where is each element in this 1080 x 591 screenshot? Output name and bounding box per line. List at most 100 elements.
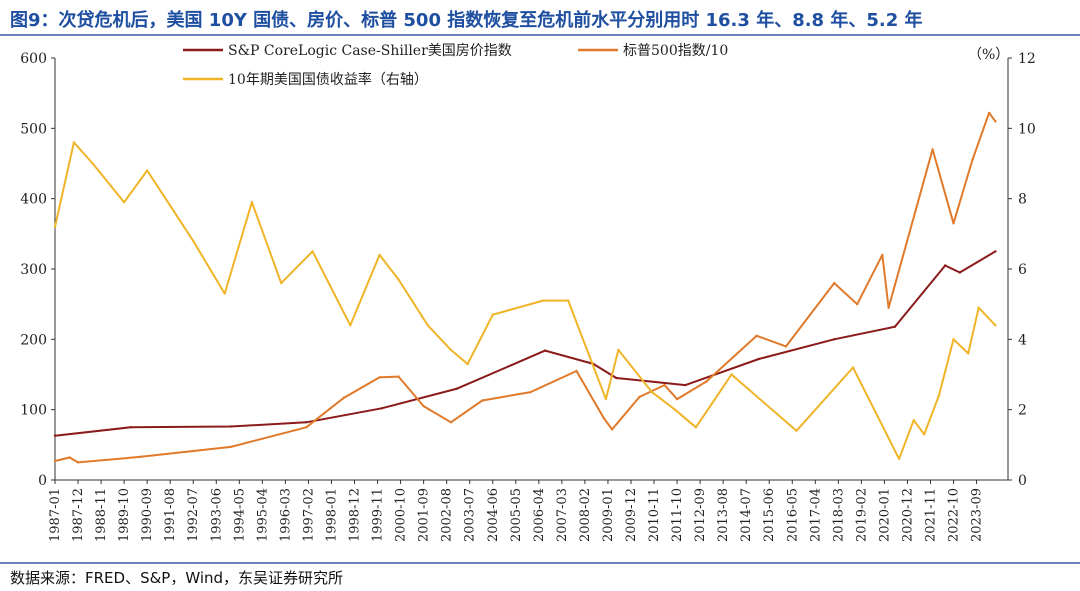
series-1-point [944,264,947,267]
x-tick-label: 2009-12 [624,488,639,542]
series-1-point [893,325,897,328]
series-3-point [617,348,620,352]
series-1-point [994,250,997,253]
x-tick-label: 2010-11 [647,488,662,542]
left-tick-label: 400 [20,192,47,208]
x-tick-label: 1989-10 [117,488,132,542]
series-3-point [122,201,126,204]
series-2-point [638,395,641,399]
x-tick-label: 2018-03 [831,488,846,542]
chart-title: 图9：次贷危机后，美国 10Y 国债、房价、标普 500 指数恢复至危机前水平分… [10,10,923,31]
series-3-point [192,239,195,243]
series-1-point [543,349,547,352]
series-3-point [567,299,570,302]
series-3-point [673,408,677,411]
series-2-point [342,396,346,399]
series-line-2 [54,111,997,464]
x-tick-label: 1991-08 [163,488,178,542]
series-3-point [694,426,698,429]
series-2-point [755,334,758,337]
x-tick-label: 1997-02 [301,488,316,542]
x-tick-label: 2014-07 [739,488,754,542]
series-3-point [223,292,226,295]
x-tick-label: 1996-03 [278,488,293,542]
series-2-point [397,375,400,378]
x-tick-label: 2013-08 [716,488,731,542]
x-tick-label: 2004-06 [486,488,501,542]
series-3-point [977,306,980,309]
series-2-point [305,426,308,429]
series-3-point [923,433,926,436]
x-tick-label: 2006-04 [532,488,547,542]
right-tick-label: 6 [1018,262,1027,278]
series-2-point [68,456,71,459]
series-3-point [72,141,76,144]
x-tick-label: 2021-11 [924,488,939,542]
series-3-point [897,457,901,461]
x-tick-label: 2017-04 [808,488,823,542]
x-tick-label: 2000-10 [394,488,409,542]
x-tick-label: 1998-01 [324,488,339,542]
series-2-point [229,445,233,449]
x-tick-label: 2015-06 [762,488,777,542]
series-2-point [602,416,605,420]
series-3-point [349,324,352,327]
series-3-point [912,419,915,422]
series-2-point [931,148,934,151]
series-3-point [730,373,733,376]
series-3-point [397,278,400,281]
x-tick-label: 1998-12 [348,488,363,542]
series-3-point [280,281,283,285]
right-axis-unit: （%） [968,47,1009,63]
series-1-point [833,338,836,341]
series-1-point [305,421,308,424]
x-tick-label: 2005-05 [509,488,524,542]
series-2-point [994,120,997,123]
series-3-point [937,394,941,397]
series-1-point [455,387,459,390]
x-tick-label: 2008-02 [578,488,593,542]
series-3-point [795,429,798,432]
series-line-3 [54,141,997,460]
left-tick-label: 500 [20,121,47,137]
series-3-point [146,169,149,172]
series-2-point [987,111,991,115]
left-tick-label: 600 [20,51,47,67]
series-3-point [491,313,494,316]
series-2-point [481,399,484,402]
series-2-point [971,158,974,162]
series-2-point [139,455,143,458]
x-tick-label: 2007-03 [555,488,570,542]
series-2-point [675,397,679,401]
series-2-point [575,369,578,373]
x-tick-label: 2012-09 [693,488,708,542]
series-2-point [856,303,859,306]
series-3-point [466,362,469,366]
series-3-point [250,201,254,204]
x-tick-label: 2016-05 [785,488,800,542]
left-tick-label: 200 [20,332,47,348]
x-tick-label: 1995-04 [255,488,270,542]
x-tick-label: 2001-09 [417,488,432,542]
legend-label-2: 标普500指数/10 [623,43,728,59]
series-3-point [650,390,654,394]
series-2-point [378,376,381,379]
series-2-point [663,383,666,387]
series-1-point [129,426,132,429]
left-tick-label: 0 [38,473,47,489]
right-tick-label: 12 [1018,51,1036,67]
line-chart: 0 100 200 300 400 500 600 0 2 4 6 8 10 12 1987-01 1987-… [20,43,1036,542]
x-tick-label: 2009-01 [601,488,616,542]
series-line-1 [54,250,996,437]
series-3-point [952,338,955,341]
x-tick-label: 1999-11 [371,488,386,542]
series-3-point [604,397,608,401]
series-3-point [967,352,970,355]
series-1-point [757,357,760,361]
x-tick-label: 1988-11 [94,488,109,542]
x-tick-label: 2020-12 [900,488,915,542]
series-1-point [615,376,618,380]
series-1-point [380,407,383,410]
series-2-point [952,222,955,225]
left-tick-label: 100 [20,403,47,419]
